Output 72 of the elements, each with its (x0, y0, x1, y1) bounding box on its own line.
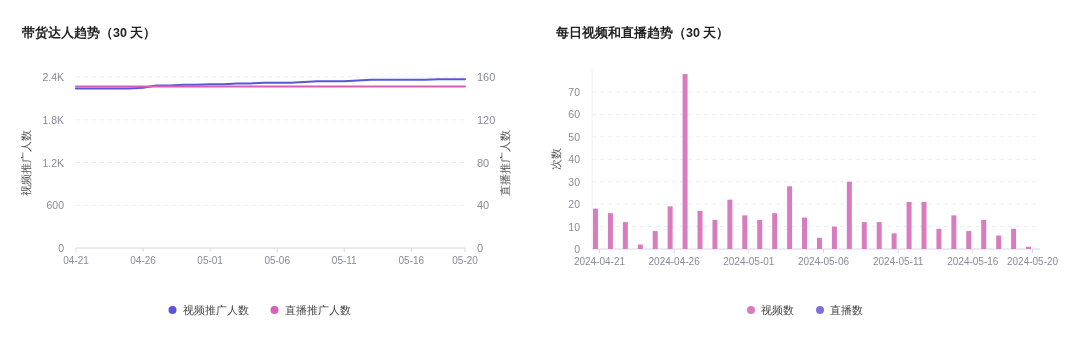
bar (637, 244, 643, 249)
bar (787, 186, 793, 249)
x-tick-label: 2024-05-16 (947, 256, 999, 267)
x-tick-label: 2024-04-21 (573, 256, 626, 267)
line-series (75, 78, 466, 90)
bar (592, 208, 598, 249)
x-tick-label: 2024-05-11 (872, 256, 924, 267)
bar (757, 219, 763, 249)
y2-axis-title: 直播推广人数 (499, 129, 511, 196)
y-tick-label: 0 (574, 243, 581, 255)
bar (772, 213, 778, 249)
bar (802, 217, 808, 249)
bar (861, 222, 867, 249)
bar (816, 237, 822, 249)
x-tick-label: 05-06 (264, 255, 291, 266)
x-tick-label: 04-21 (63, 255, 90, 266)
x-tick-label: 2024-04-26 (648, 256, 701, 267)
y-tick-label: 2.4K (42, 71, 64, 83)
y-tick-label: 10 (568, 220, 581, 233)
bar (921, 201, 927, 249)
bar (996, 235, 1002, 249)
y-tick-label: 30 (568, 175, 581, 188)
legend-label: 视频数 (761, 304, 794, 316)
x-tick-label: 05-16 (398, 255, 425, 266)
x-tick-label: 2024-05-01 (723, 256, 775, 267)
x-tick-label: 2024-05-06 (797, 256, 850, 267)
y-tick-label: 20 (568, 198, 581, 211)
bar (891, 233, 897, 249)
bar (981, 219, 987, 249)
y-tick-label: 1.8K (42, 113, 64, 126)
bar (951, 215, 957, 249)
bar (727, 199, 733, 249)
legend-label: 直播数 (830, 304, 863, 316)
bar (712, 219, 718, 249)
bar (697, 210, 703, 249)
x-tick-label: 2024-05-20 (1006, 256, 1059, 267)
bar (667, 206, 673, 249)
chart-title: 带货达人趋势（30 天） (22, 25, 157, 40)
bar (936, 228, 942, 249)
bar (622, 222, 628, 249)
bar (652, 231, 658, 249)
bar (966, 231, 972, 249)
bar (1011, 228, 1017, 249)
y2-tick-label: 40 (477, 199, 490, 212)
y-tick-label: 70 (568, 86, 581, 99)
bar (906, 201, 912, 249)
bar (607, 213, 613, 249)
bar (682, 74, 688, 249)
bar (831, 226, 837, 249)
bar (846, 181, 852, 249)
bar (1026, 246, 1032, 249)
x-tick-label: 05-11 (331, 255, 358, 266)
chart-title: 每日视频和直播趋势（30 天） (555, 25, 730, 40)
x-tick-label: 05-01 (197, 255, 224, 266)
y2-tick-label: 160 (477, 71, 496, 83)
y-tick-label: 60 (568, 108, 581, 121)
y2-tick-label: 120 (477, 113, 496, 126)
y-axis-title: 视频推广人数 (20, 129, 32, 196)
x-tick-label: 04-26 (130, 255, 157, 266)
y2-tick-label: 80 (477, 156, 490, 169)
y-tick-label: 40 (568, 153, 581, 166)
y-tick-label: 600 (46, 199, 65, 212)
x-tick-label: 05-20 (452, 255, 479, 266)
y-tick-label: 1.2K (42, 156, 64, 169)
y2-tick-label: 0 (477, 242, 484, 254)
legend-label: 视频推广人数 (182, 304, 249, 316)
bar (742, 215, 748, 249)
y-tick-label: 50 (568, 130, 581, 143)
legend-label: 直播推广人数 (284, 304, 351, 316)
y-axis-title: 次数 (550, 148, 562, 171)
y-tick-label: 0 (58, 242, 65, 254)
bar (876, 222, 882, 249)
